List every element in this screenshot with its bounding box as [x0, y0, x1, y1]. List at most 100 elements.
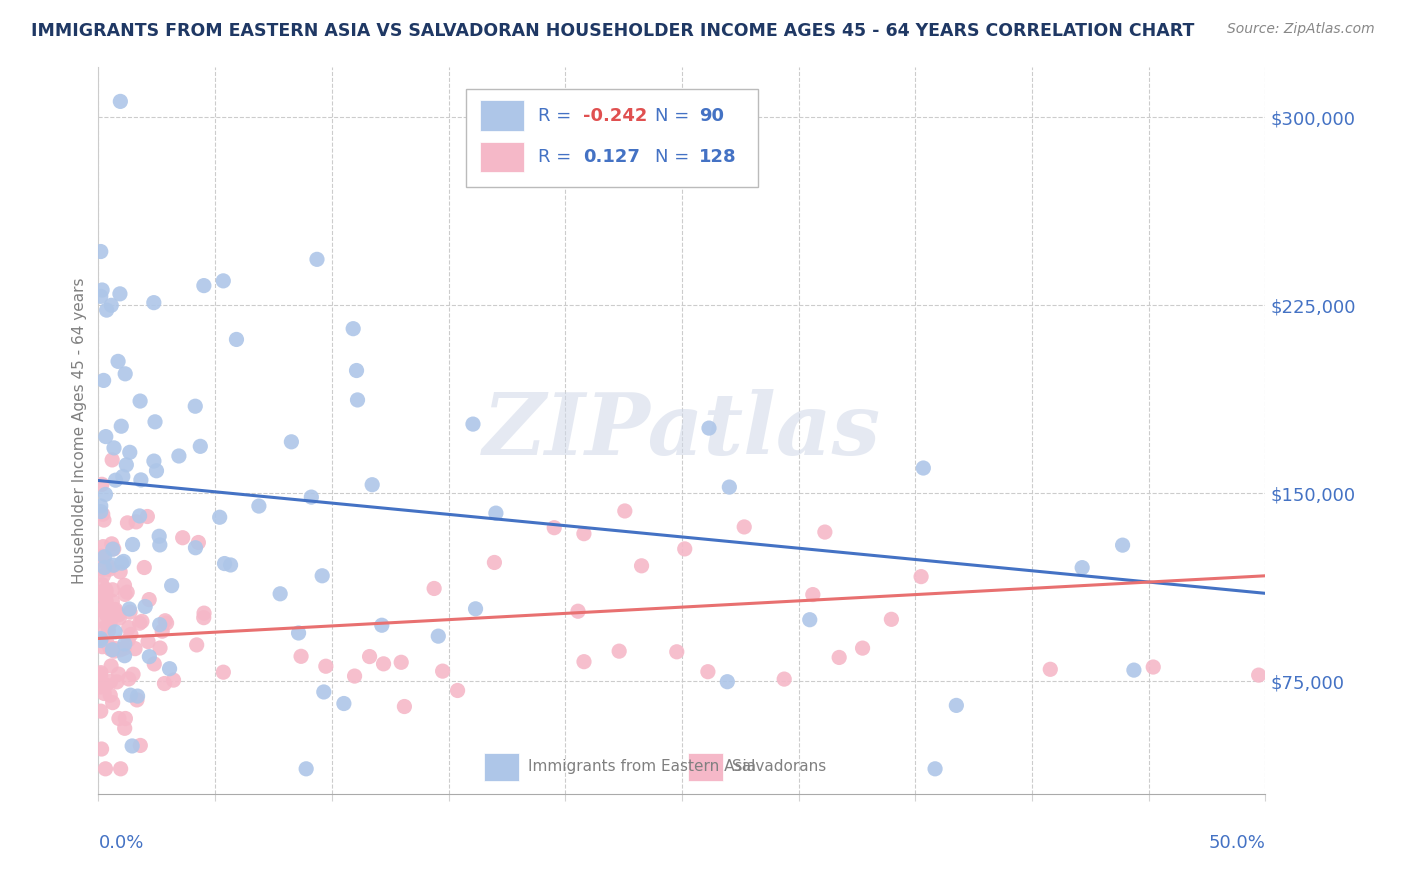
Point [673, 541, 696, 556]
Point [94, 582, 117, 597]
Point [91, 568, 114, 582]
Point [105, 674, 128, 689]
Point [90, 499, 112, 513]
Point [110, 762, 132, 776]
Point [100, 659, 122, 673]
Point [114, 721, 136, 735]
Point [91, 562, 114, 576]
Point [114, 637, 136, 651]
Point [346, 363, 368, 377]
Point [93, 686, 115, 700]
Point [128, 616, 150, 631]
Point [287, 626, 309, 640]
Point [104, 624, 127, 639]
Point [90, 667, 112, 681]
Point [342, 321, 364, 335]
Point [311, 568, 333, 582]
Point [184, 399, 207, 413]
Text: 0.0%: 0.0% [98, 834, 143, 852]
Point [567, 604, 589, 618]
Point [1142, 660, 1164, 674]
Point [208, 510, 231, 524]
Point [427, 629, 450, 643]
Point [697, 421, 720, 435]
Point [120, 688, 142, 702]
Point [110, 419, 132, 434]
Point [104, 473, 127, 487]
Point [108, 611, 131, 625]
Point [162, 673, 184, 687]
Point [118, 602, 141, 616]
Point [108, 565, 131, 579]
Point [134, 599, 156, 614]
Point [733, 520, 755, 534]
Point [124, 641, 146, 656]
Point [148, 529, 170, 543]
Point [225, 333, 247, 347]
Text: N =: N = [655, 107, 695, 125]
Point [111, 469, 134, 483]
Point [118, 672, 141, 686]
Point [945, 698, 967, 713]
Text: 90: 90 [699, 107, 724, 125]
Point [1111, 538, 1133, 552]
Text: 50.0%: 50.0% [1209, 834, 1265, 852]
Point [97, 619, 120, 633]
Point [373, 657, 395, 671]
Point [149, 640, 172, 655]
Point [90, 704, 112, 718]
Point [394, 699, 416, 714]
Point [136, 634, 159, 648]
Point [105, 606, 128, 620]
Point [90, 289, 112, 303]
Point [371, 618, 394, 632]
Point [1122, 663, 1144, 677]
Point [142, 295, 165, 310]
Point [107, 667, 129, 681]
Point [121, 537, 143, 551]
Point [91, 508, 114, 522]
Point [103, 558, 125, 573]
Point [484, 556, 506, 570]
Point [138, 649, 160, 664]
Point [333, 697, 356, 711]
Point [143, 657, 166, 671]
Text: 128: 128 [699, 148, 737, 166]
Point [187, 535, 209, 549]
Point [122, 667, 145, 681]
Point [572, 526, 595, 541]
Text: Salvadorans: Salvadorans [733, 759, 827, 774]
Text: 0.127: 0.127 [582, 148, 640, 166]
Point [543, 521, 565, 535]
Point [93, 373, 115, 387]
Point [129, 473, 152, 487]
Point [129, 739, 152, 753]
Point [389, 655, 412, 669]
Point [172, 531, 194, 545]
Y-axis label: Householder Income Ages 45 - 64 years: Householder Income Ages 45 - 64 years [72, 277, 87, 583]
Point [90, 633, 112, 648]
Point [186, 638, 208, 652]
Point [880, 612, 903, 626]
Point [219, 558, 242, 572]
Point [100, 641, 122, 656]
Point [93, 513, 115, 527]
FancyBboxPatch shape [465, 88, 758, 186]
Point [814, 524, 837, 539]
Point [828, 650, 851, 665]
Point [193, 606, 215, 620]
Text: Immigrants from Eastern Asia: Immigrants from Eastern Asia [527, 759, 756, 774]
Point [94, 584, 117, 599]
Point [104, 602, 127, 616]
Point [361, 477, 384, 491]
Point [103, 644, 125, 658]
Point [160, 579, 183, 593]
Point [127, 689, 149, 703]
Point [464, 602, 486, 616]
Point [91, 283, 114, 297]
Point [96, 636, 118, 650]
Point [696, 665, 718, 679]
Point [90, 680, 112, 694]
Point [613, 504, 636, 518]
Point [446, 683, 468, 698]
